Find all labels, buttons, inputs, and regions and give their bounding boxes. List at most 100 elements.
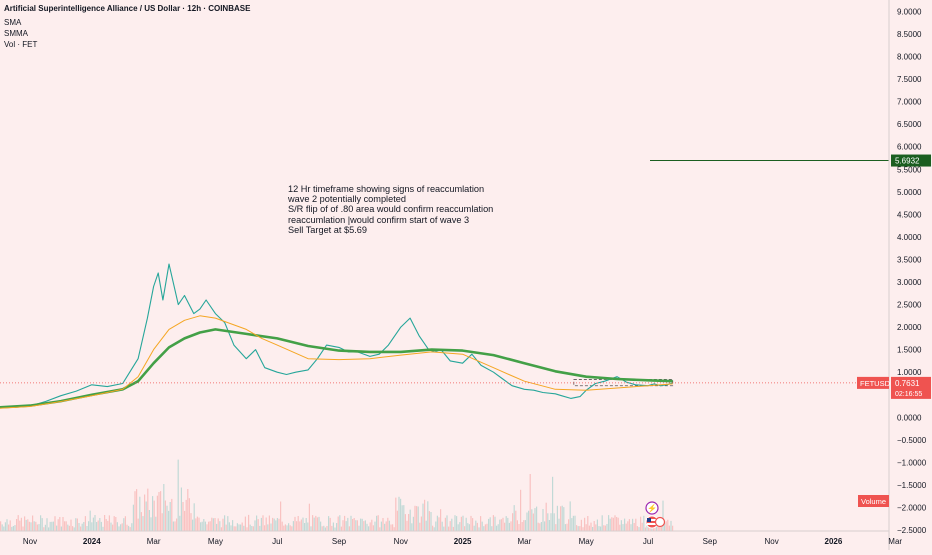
volume-bar [635,518,637,531]
volume-bar [177,459,179,531]
volume-bar [265,517,267,531]
volume-bar [257,519,259,531]
volume-bar [185,499,187,531]
volume-bar [216,523,218,531]
volume-bar [270,523,272,531]
time-axis[interactable]: Nov 2024 Mar May Jul Sep Nov 2025 Mar May Jul Sep No… [23,537,903,546]
target-price-tag[interactable] [891,154,931,167]
volume-bar [507,517,509,531]
volume-bar [36,524,38,531]
volume-bar [587,516,589,531]
volume-bar [144,494,146,531]
volume-bar [468,524,470,531]
event-icons[interactable]: ⚡ [645,501,666,529]
volume-bar [307,522,309,531]
volume-bar [41,518,43,531]
volume-bar [198,517,200,531]
volume-bar [179,515,181,531]
volume-bar [172,521,174,531]
volume-bar [561,505,563,531]
volume-bar [251,526,253,531]
volume-bar [419,522,421,531]
volume-bar [440,509,442,531]
volume-bar [345,521,347,531]
volume-bar [324,527,326,531]
price-tick-label: 5.0000 [897,188,922,197]
volume-bar [328,516,330,531]
volume-bar [235,526,237,531]
time-tick-label: Jul [272,537,282,546]
volume-bar [166,505,168,531]
indicator-volume[interactable]: Vol · FET [4,40,38,49]
volume-bar [366,523,368,531]
price-tick-label: −2.0000 [897,504,927,513]
volume-bar [470,515,472,531]
volume-bar [617,517,619,531]
current-price-tag[interactable] [891,376,931,399]
indicator-sma[interactable]: SMA [4,18,22,27]
volume-bar [572,515,574,531]
volume-bar [4,522,6,531]
volume-bar [499,519,501,531]
time-tick-label: Sep [332,537,347,546]
volume-bar [200,522,202,531]
volume-bar [244,516,246,531]
volume-bar [182,502,184,531]
volume-bar [17,515,19,531]
volume-bar [372,525,374,531]
price-tick-label: −2.5000 [897,526,927,535]
volume-bar [32,515,34,531]
volume-tag[interactable] [858,495,889,507]
us-flag-stripe [647,519,657,521]
volume-bar [574,515,576,531]
volume-bar [510,521,512,531]
volume-bar [76,518,78,531]
volume-bar [126,524,128,531]
volume-bar [430,512,432,531]
volume-bar [640,516,642,531]
volume-bar [363,521,365,531]
volume-bar [137,518,139,531]
volume-bar [441,521,443,531]
volume-bar [273,518,275,531]
volume-bar [246,527,248,531]
volume-bar [238,524,240,531]
volume-bar [608,515,610,531]
volume-bar [393,527,395,531]
volume-bar [86,526,88,531]
volume-bar [211,517,213,531]
volume-bar [92,517,94,531]
annotation-text[interactable]: 12 Hr timeframe showing signs of reaccum… [288,184,493,235]
volume-bar [566,523,568,531]
volume-bar [409,509,411,531]
annotation-line: Sell Target at $5.69 [288,224,367,235]
price-tick-label: 9.0000 [897,7,922,16]
dot-icon[interactable] [654,516,666,528]
volume-bar [563,507,565,531]
volume-bar [486,523,488,531]
volume-bar [628,519,630,531]
volume-bar [180,487,182,531]
indicator-smma[interactable]: SMMA [4,29,28,38]
volume-bar [20,517,22,531]
volume-bar [481,521,483,531]
volume-bar [150,517,152,531]
volume-bar [43,527,45,531]
volume-bar [478,527,480,531]
symbol-tag[interactable] [857,376,889,389]
volume-bar [232,520,234,531]
volume-bar [473,525,475,531]
volume-bar [315,515,317,531]
volume-bar [472,518,474,531]
volume-bar [417,506,419,531]
volume-bar [80,526,82,531]
volume-bar [668,525,670,531]
volume-bar [3,526,5,531]
lightning-icon[interactable] [645,501,659,515]
volume-bar [220,527,222,531]
chart-title[interactable]: Artificial Superintelligence Alliance / … [4,4,251,13]
volume-bar [422,503,424,531]
volume-bar [342,520,344,531]
volume-bar [523,520,525,531]
